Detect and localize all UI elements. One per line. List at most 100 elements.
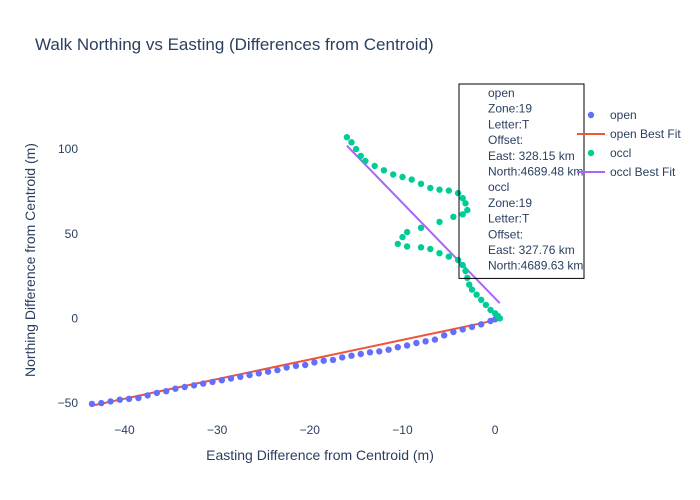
annotation-line: Zone:19 <box>488 196 532 210</box>
occl-point <box>436 250 443 257</box>
occl-point <box>357 152 364 160</box>
occl-point <box>459 261 466 269</box>
legend-item-open[interactable]: open <box>587 108 637 122</box>
open-point <box>376 348 383 355</box>
annotation-line: Offset: <box>488 227 523 241</box>
open-point <box>163 388 170 395</box>
open-point <box>227 375 235 382</box>
occl-best-fit-line <box>346 145 501 304</box>
open-point <box>422 338 429 345</box>
annotation-line: Letter:T <box>488 212 530 226</box>
occl-point <box>445 187 452 194</box>
occl-point <box>478 296 485 303</box>
open-point <box>413 339 420 347</box>
open-point <box>459 326 466 333</box>
occl-point <box>464 274 471 281</box>
open-point <box>153 389 161 397</box>
open-point <box>385 346 392 353</box>
occl-point <box>427 245 434 253</box>
occl-point <box>403 228 411 236</box>
occl-point <box>462 267 469 275</box>
legend-label: open <box>610 108 637 122</box>
open-point <box>292 362 300 369</box>
occl-point <box>436 218 443 226</box>
occl-point <box>482 301 490 309</box>
occl-point <box>459 211 466 218</box>
occl-point <box>399 173 406 181</box>
legend-item-occl[interactable]: occl <box>587 146 632 160</box>
chart-title: Walk Northing vs Easting (Differences fr… <box>35 35 434 54</box>
open-point <box>255 370 262 377</box>
open-point <box>200 380 207 387</box>
x-axis-title: Easting Difference from Centroid (m) <box>206 447 434 463</box>
open-point <box>172 385 179 392</box>
annotation-line: North:4689.63 km <box>488 259 583 273</box>
open-point <box>144 392 151 399</box>
annotation-line: Zone:19 <box>488 102 532 116</box>
annotation-line: open <box>488 86 515 100</box>
occl-point <box>348 139 355 146</box>
open-point <box>209 378 216 386</box>
open-point <box>98 399 105 407</box>
occl-point <box>459 195 466 202</box>
occl-point <box>390 171 397 178</box>
annotation-line: North:4689.48 km <box>488 165 583 179</box>
legend-swatch <box>587 111 595 119</box>
occl-point <box>362 157 369 165</box>
occl-point <box>403 243 411 250</box>
open-point <box>302 361 309 369</box>
open-point <box>264 368 272 375</box>
legend-item-occl-best-fit[interactable]: occl Best Fit <box>577 165 676 179</box>
annotation-line: Offset: <box>488 133 523 147</box>
x-tick-label: −10 <box>392 423 413 437</box>
open-point <box>357 350 364 358</box>
y-axis-title: Northing Difference from Centroid (m) <box>22 143 38 377</box>
open-point <box>107 398 114 405</box>
occl-point <box>487 306 494 314</box>
open-point <box>135 394 142 402</box>
occl-point <box>454 256 462 264</box>
open-point <box>339 354 346 361</box>
y-tick-label: 50 <box>65 227 79 241</box>
occl-point <box>371 162 378 170</box>
occl-point <box>445 253 452 260</box>
x-tick-label: 0 <box>492 423 499 437</box>
open-point <box>283 364 290 371</box>
legend-label: occl <box>610 146 631 160</box>
open-point <box>403 342 411 349</box>
annotation-line: East: 328.15 km <box>488 149 575 163</box>
occl-point <box>468 286 476 293</box>
x-tick-label: −20 <box>300 423 321 437</box>
open-point <box>246 371 253 379</box>
open-point <box>274 366 281 374</box>
plot-area <box>88 134 503 408</box>
open-point <box>320 357 327 364</box>
open-point <box>181 383 188 391</box>
open-best-fit-line <box>91 318 501 407</box>
open-point <box>468 323 476 331</box>
legend-label: occl Best Fit <box>610 165 676 179</box>
occl-point <box>417 180 425 187</box>
occl-point <box>466 281 473 288</box>
occl-point <box>473 291 480 298</box>
open-point <box>431 336 439 343</box>
open-point <box>125 395 133 402</box>
occl-point <box>462 200 469 207</box>
occl-point <box>352 145 360 153</box>
open-point <box>88 400 96 408</box>
open-point <box>394 344 401 351</box>
annotation-line: East: 327.76 km <box>488 243 575 257</box>
x-tick-label: −40 <box>114 423 135 437</box>
legend: open open Best Fit occl occl Best Fit <box>577 108 681 179</box>
occl-point <box>380 167 388 174</box>
open-point <box>311 359 318 366</box>
occl-point <box>417 224 425 231</box>
occl-point <box>427 184 434 192</box>
legend-label: open Best Fit <box>610 127 681 141</box>
open-point <box>218 377 225 384</box>
y-tick-label: −50 <box>58 396 79 410</box>
legend-item-open-best-fit[interactable]: open Best Fit <box>577 127 681 141</box>
annotation-line: Letter:T <box>488 117 530 131</box>
